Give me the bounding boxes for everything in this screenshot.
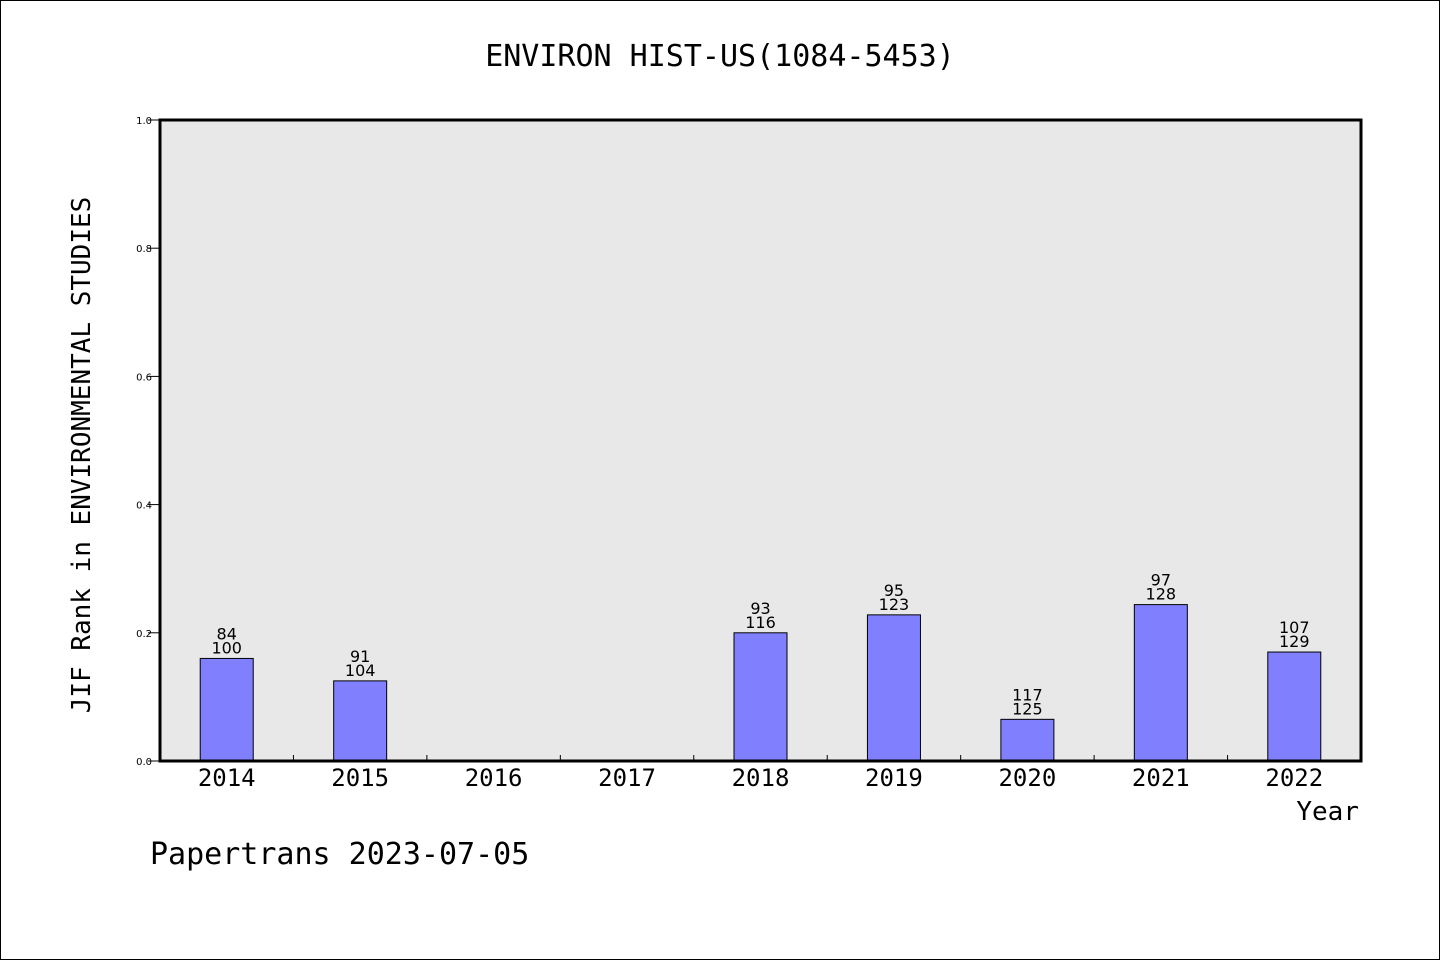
y-tick-label: 0.8 [136,244,152,255]
plot-border [158,118,1363,763]
x-tick-label: 2017 [598,764,656,792]
y-tick-label: 0.2 [136,629,152,640]
y-tick-label: 0.0 [136,757,152,768]
bar-rank-label: 95 [884,581,904,600]
bar-total-label: 128 [1146,585,1177,604]
x-tick-label: 2016 [465,764,523,792]
x-tick-label: 2015 [331,764,389,792]
y-tick-label: 1.0 [136,116,152,127]
bar [866,614,921,762]
bar [333,680,388,762]
x-tick-label: 2014 [198,764,256,792]
x-tick-label: 2019 [865,764,923,792]
bar [1133,604,1188,762]
bar [1267,651,1322,762]
bar-rank-label: 93 [750,599,770,618]
bar-total-label: 100 [211,638,242,657]
bar-total-label: 123 [879,595,910,614]
bar-rank-label: 91 [350,647,370,666]
bar-rank-label: 117 [1012,685,1043,704]
bar-rank-label: 107 [1279,618,1310,637]
footer-text: Papertrans 2023-07-05 [150,837,529,872]
x-axis-label: Year [1296,797,1359,827]
y-tick-label: 0.4 [136,501,152,512]
x-tick-label: 2018 [732,764,790,792]
x-tick-label: 2020 [998,764,1056,792]
y-tick-label: 0.6 [136,372,152,383]
bar-total-label: 129 [1279,632,1310,651]
bar [733,632,788,762]
bar-rank-label: 84 [217,624,237,643]
x-tick-label: 2022 [1265,764,1323,792]
bar-total-label: 104 [345,661,376,680]
chart-title: ENVIRON HIST-US(1084-5453) [485,39,955,74]
bar-total-label: 116 [745,613,776,632]
bar-total-label: 125 [1012,699,1043,718]
bar [199,657,254,762]
bar [1000,718,1055,762]
y-axis-label: JIF Rank in ENVIRONMENTAL STUDIES [67,197,97,714]
bar-rank-label: 97 [1151,571,1171,590]
x-tick-label: 2021 [1132,764,1190,792]
